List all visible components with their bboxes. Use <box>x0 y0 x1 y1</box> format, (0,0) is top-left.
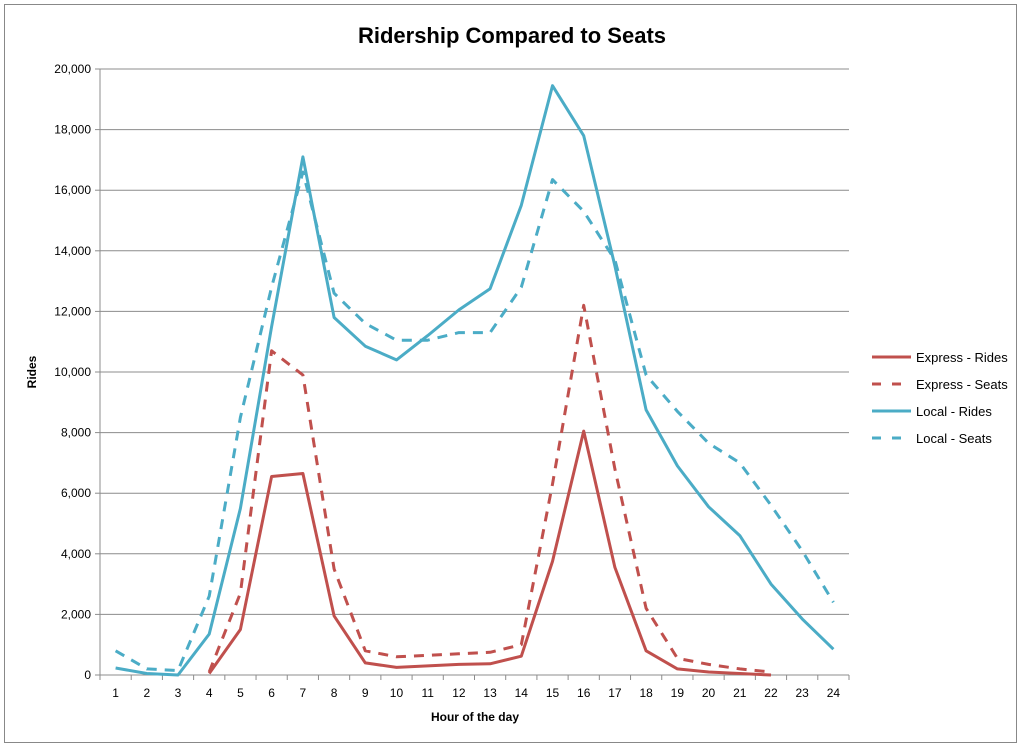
legend-label-local-rides: Local - Rides <box>916 404 992 419</box>
series-line-express-seats <box>207 303 772 674</box>
x-tick-label: 11 <box>421 686 434 700</box>
x-tick-label: 18 <box>639 686 653 700</box>
x-tick-label: 21 <box>733 686 747 700</box>
x-tick-label: 1 <box>112 686 119 700</box>
legend-label-express-rides: Express - Rides <box>916 350 1008 365</box>
y-tick-label: 18,000 <box>54 123 91 137</box>
x-axis-label: Hour of the day <box>431 710 519 724</box>
x-tick-label: 17 <box>608 686 622 700</box>
x-tick-label: 23 <box>796 686 810 700</box>
y-tick-label: 20,000 <box>54 62 91 76</box>
y-tick-label: 4,000 <box>61 547 91 561</box>
x-tick-label: 10 <box>390 686 404 700</box>
chart-title: Ridership Compared to Seats <box>358 23 666 48</box>
x-tick-label: 15 <box>546 686 560 700</box>
x-tick-label: 22 <box>764 686 778 700</box>
legend-label-local-seats: Local - Seats <box>916 431 992 446</box>
x-tick-label: 13 <box>483 686 497 700</box>
x-tick-label: 8 <box>331 686 338 700</box>
x-tick-label: 14 <box>515 686 529 700</box>
x-tick-label: 5 <box>237 686 244 700</box>
x-tick-label: 3 <box>175 686 182 700</box>
chart-frame <box>4 4 1017 743</box>
y-tick-label: 10,000 <box>54 365 91 379</box>
x-tick-label: 7 <box>300 686 307 700</box>
x-tick-label: 6 <box>268 686 275 700</box>
x-tick-label: 4 <box>206 686 213 700</box>
y-tick-label: 8,000 <box>61 426 91 440</box>
x-tick-label: 2 <box>143 686 150 700</box>
y-tick-label: 14,000 <box>54 244 91 258</box>
y-tick-label: 6,000 <box>61 486 91 500</box>
y-tick-label: 2,000 <box>61 607 91 621</box>
y-tick-label: 12,000 <box>54 304 91 318</box>
y-tick-label: 16,000 <box>54 183 91 197</box>
x-tick-label: 12 <box>452 686 466 700</box>
x-tick-label: 19 <box>671 686 685 700</box>
series-line-local-seats <box>114 170 835 672</box>
series-line-express-rides <box>207 429 772 677</box>
y-tick-label: 0 <box>84 668 91 682</box>
x-tick-label: 20 <box>702 686 716 700</box>
x-tick-label: 24 <box>827 686 841 700</box>
y-axis-label: Rides <box>25 355 39 388</box>
x-tick-label: 16 <box>577 686 591 700</box>
legend-label-express-seats: Express - Seats <box>916 377 1008 392</box>
series-line-local-rides <box>115 84 835 677</box>
x-tick-label: 9 <box>362 686 369 700</box>
